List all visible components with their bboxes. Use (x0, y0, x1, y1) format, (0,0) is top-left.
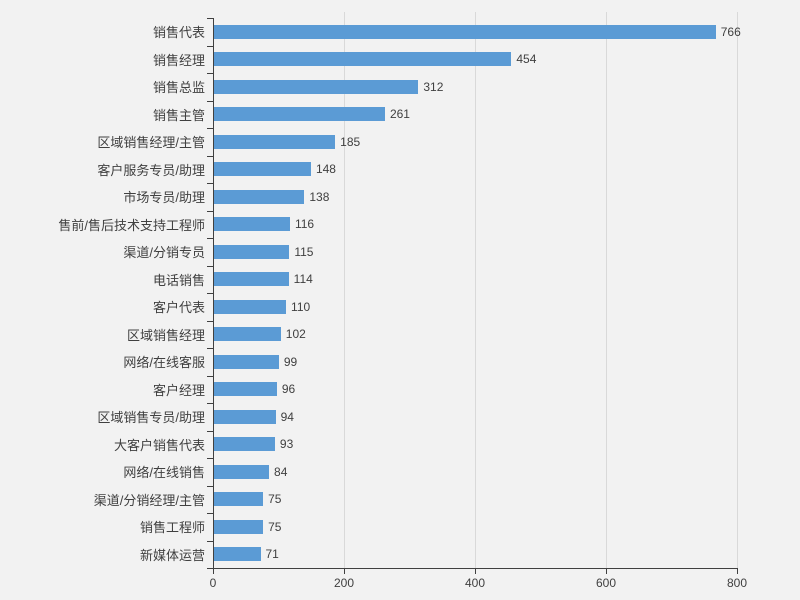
x-tick-label: 400 (464, 576, 486, 590)
y-axis-tick (207, 568, 213, 569)
y-axis-tick (207, 320, 213, 322)
bar-value-label: 102 (285, 327, 306, 342)
category-label: 渠道/分销专员 (123, 245, 205, 261)
bar (214, 464, 270, 479)
bar (214, 354, 279, 369)
bar (214, 134, 336, 149)
bar-value-label: 75 (268, 492, 282, 507)
category-label: 网络/在线销售 (123, 465, 205, 481)
bar (214, 272, 289, 287)
y-axis-tick (207, 128, 213, 129)
bar-value-label: 454 (516, 52, 537, 67)
x-axis-tick (475, 568, 476, 574)
y-axis-line (213, 18, 214, 568)
bar (214, 52, 512, 67)
bar-value-label: 84 (274, 464, 288, 479)
bar-value-label: 766 (720, 24, 741, 39)
bar (214, 299, 287, 314)
y-axis-tick (207, 403, 213, 404)
category-label: 售前/售后技术支持工程师 (58, 217, 205, 233)
bar-value-label: 114 (293, 272, 313, 287)
gridline (475, 12, 476, 568)
y-axis-tick (207, 540, 213, 542)
category-label: 客户经理 (152, 382, 205, 398)
bar-value-label: 75 (268, 519, 282, 534)
bar (214, 437, 275, 452)
y-axis-tick (207, 73, 213, 74)
x-axis-tick (737, 568, 738, 574)
category-label: 销售主管 (152, 107, 205, 123)
bar-value-label: 115 (294, 244, 314, 259)
category-label: 区域销售专员/助理 (97, 410, 205, 426)
x-axis-tick (606, 568, 607, 574)
y-axis-tick (207, 183, 213, 184)
y-axis-tick (207, 293, 213, 294)
y-axis-tick (207, 348, 213, 349)
category-label: 区域销售经理 (126, 327, 205, 343)
category-label: 新媒体运营 (139, 547, 205, 563)
bar-value-label: 261 (389, 107, 410, 122)
bar (214, 547, 261, 562)
bar (214, 24, 716, 39)
category-label: 客户服务专员/助理 (97, 162, 205, 178)
y-axis-tick (207, 210, 213, 212)
bar-value-label: 116 (294, 217, 315, 232)
bar-value-label: 94 (280, 409, 294, 424)
gridline (344, 12, 345, 568)
bar-value-label: 148 (315, 162, 336, 177)
category-label: 区域销售经理/主管 (97, 135, 205, 151)
bar (214, 519, 264, 534)
bar-value-label: 96 (281, 382, 296, 397)
category-label: 网络/在线客服 (123, 355, 205, 371)
y-axis-tick (207, 155, 213, 157)
category-label: 销售工程师 (139, 520, 205, 536)
x-tick-label: 800 (726, 576, 748, 590)
bar-value-label: 93 (279, 437, 294, 452)
y-axis-tick (207, 375, 213, 377)
x-tick-label: 200 (333, 576, 355, 590)
y-axis-tick (207, 458, 213, 459)
x-tick-label: 600 (595, 576, 617, 590)
gridline (737, 12, 738, 568)
bar (214, 79, 419, 94)
y-axis-tick (207, 100, 213, 102)
bar (214, 244, 290, 259)
category-label: 销售经理 (152, 52, 205, 68)
gridline (606, 12, 607, 568)
bar-value-label: 110 (291, 299, 311, 314)
bar-value-label: 312 (423, 79, 444, 94)
bar-value-label: 99 (283, 354, 298, 369)
x-tick-label: 0 (209, 576, 217, 590)
bar-value-label: 185 (340, 134, 361, 149)
bar (214, 189, 305, 204)
y-axis-tick (207, 485, 213, 487)
category-label: 渠道/分销经理/主管 (93, 492, 205, 508)
y-axis-tick (207, 265, 213, 267)
y-axis-tick (207, 18, 213, 19)
category-label: 销售总监 (152, 80, 205, 96)
bar (214, 327, 281, 342)
y-axis-tick (207, 45, 213, 47)
category-label: 大客户销售代表 (113, 437, 205, 453)
x-axis-tick (213, 568, 214, 574)
bar-value-label: 138 (309, 189, 330, 204)
bar (214, 162, 311, 177)
bar-value-label: 71 (265, 547, 279, 562)
bar (214, 382, 277, 397)
category-label: 客户代表 (152, 300, 205, 316)
bar (214, 409, 276, 424)
bar (214, 492, 264, 507)
category-label: 市场专员/助理 (123, 190, 205, 206)
bar (214, 107, 385, 122)
y-axis-tick (207, 430, 213, 432)
y-axis-tick (207, 238, 213, 239)
y-axis-tick (207, 513, 213, 514)
bar (214, 217, 290, 232)
category-label: 销售代表 (152, 25, 205, 41)
x-axis-tick (344, 568, 345, 574)
category-label: 电话销售 (152, 272, 205, 288)
